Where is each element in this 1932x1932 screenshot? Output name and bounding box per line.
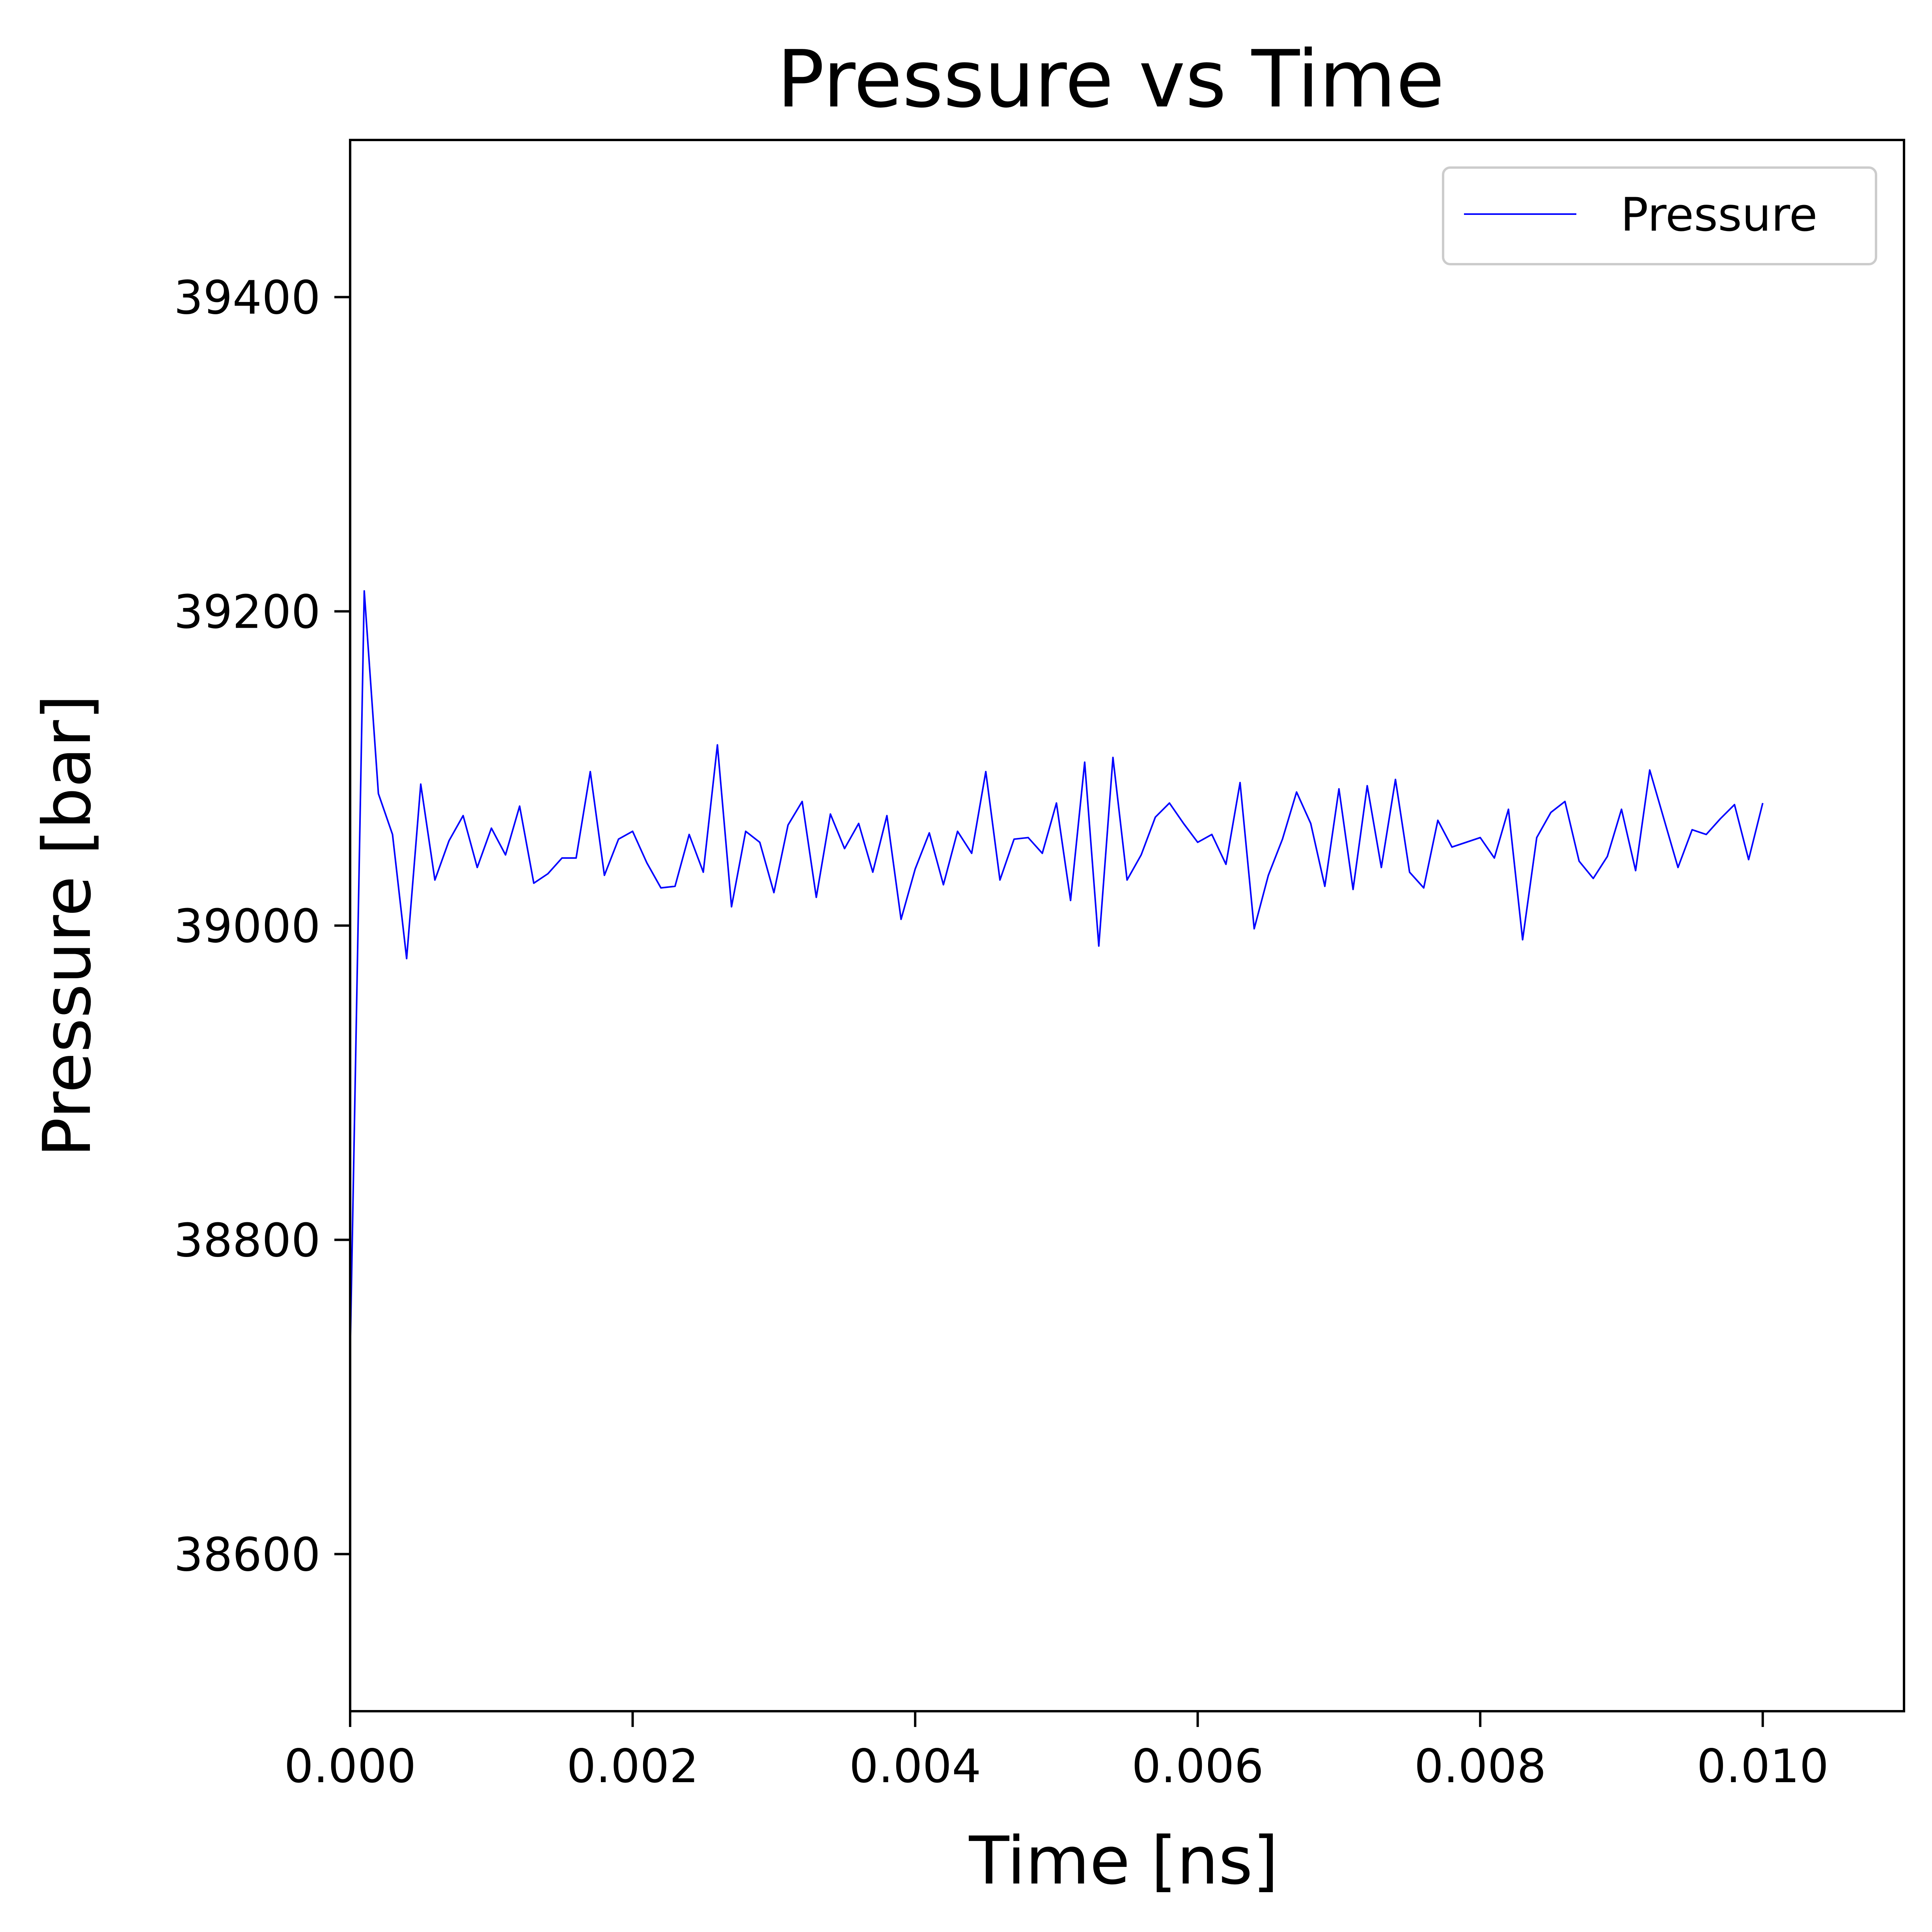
legend: Pressure [1442, 166, 1877, 265]
x-tick-label: 0.010 [1697, 1739, 1829, 1793]
x-ticks: 0.000 0.002 0.004 0.006 0.008 0.010 [284, 1711, 1829, 1793]
legend-box [1442, 166, 1877, 265]
plot-area: 0.000 0.002 0.004 0.006 0.008 0.010 38600 3880… [174, 139, 1905, 1793]
x-tick-label: 0.008 [1414, 1739, 1546, 1793]
y-ticks: 38600 38800 39000 39200 39400 [174, 271, 350, 1582]
y-tick-label: 38600 [174, 1528, 321, 1582]
x-tick-label: 0.006 [1132, 1739, 1264, 1793]
chart-title: Pressure vs Time [777, 34, 1444, 125]
y-tick-label: 39000 [174, 899, 321, 953]
legend-label-pressure: Pressure [1621, 188, 1818, 242]
y-axis-label: Pressure [bar] [29, 694, 106, 1157]
x-tick-label: 0.004 [849, 1739, 981, 1793]
x-axis-label: Time [ns] [969, 1823, 1279, 1899]
y-tick-label: 39400 [174, 271, 321, 325]
x-tick-label: 0.000 [284, 1739, 416, 1793]
series-layer [349, 590, 1764, 1358]
y-tick-label: 38800 [174, 1214, 321, 1268]
y-tick-label: 39200 [174, 585, 321, 639]
series-line-pressure [349, 590, 1764, 1358]
x-tick-label: 0.002 [567, 1739, 699, 1793]
